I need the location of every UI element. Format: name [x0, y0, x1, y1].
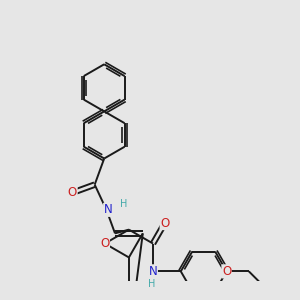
Text: H: H	[148, 279, 155, 289]
Text: H: H	[120, 199, 127, 209]
Text: O: O	[100, 237, 110, 250]
Text: N: N	[148, 265, 158, 278]
Text: O: O	[160, 217, 170, 230]
Text: O: O	[222, 265, 231, 278]
Text: N: N	[104, 203, 112, 216]
Text: O: O	[68, 186, 77, 199]
